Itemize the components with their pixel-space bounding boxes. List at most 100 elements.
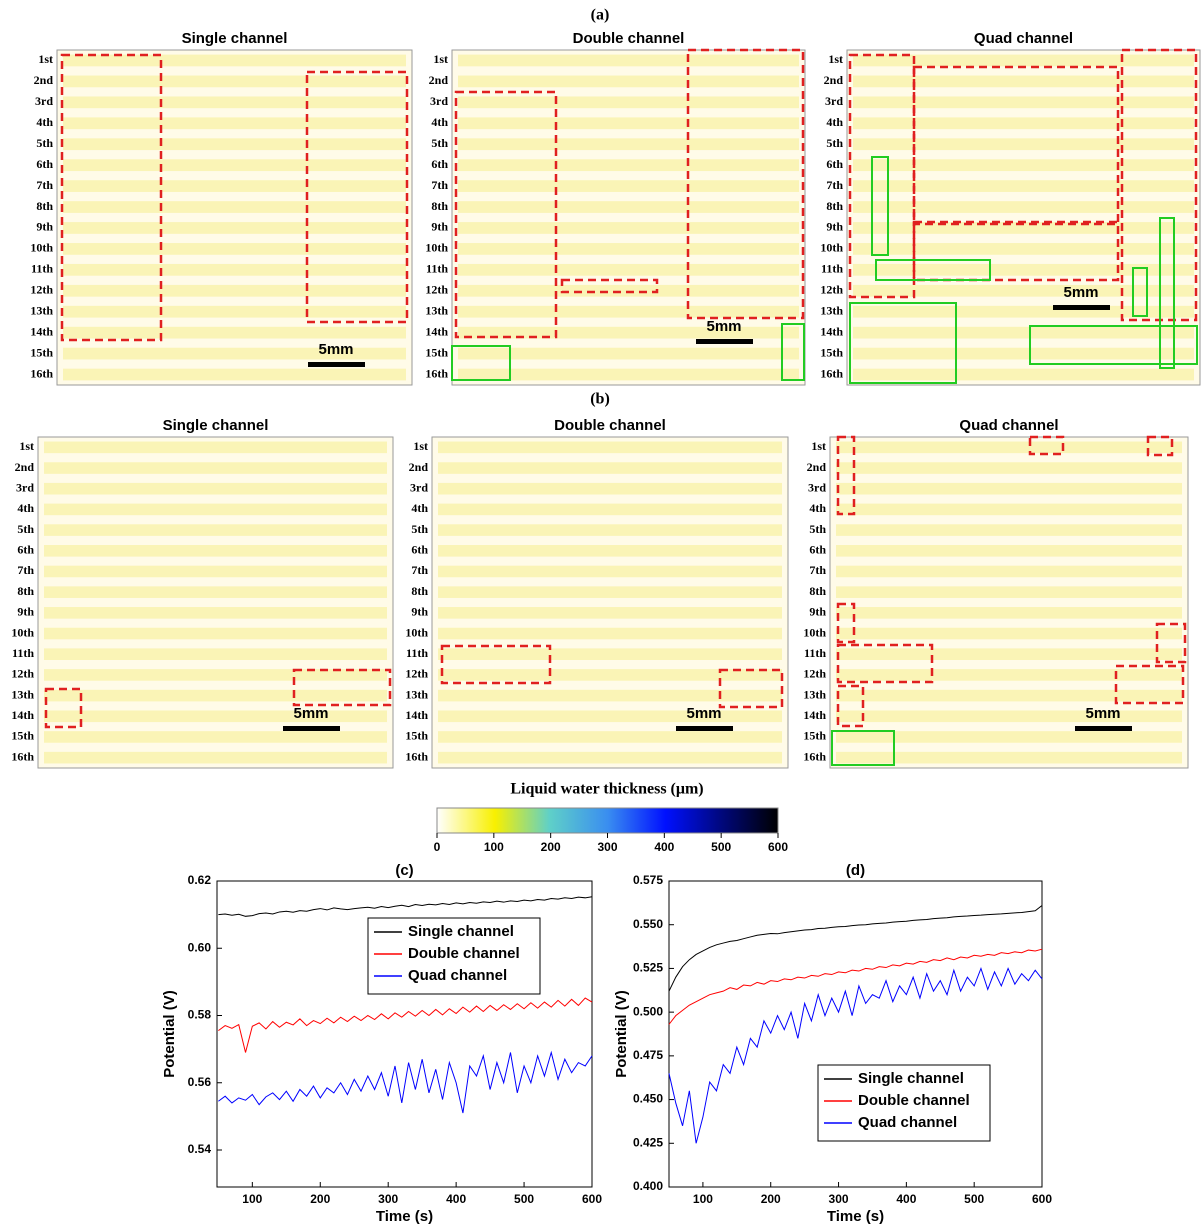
channel-stripe — [836, 586, 1182, 598]
channel-stripe — [836, 503, 1182, 516]
highlight-box — [836, 684, 865, 728]
channel-stripe — [44, 607, 387, 619]
channel-stripe — [458, 305, 799, 318]
channel-label: 14th — [405, 708, 428, 722]
legend-label: Quad channel — [408, 967, 507, 984]
image-title: Single channel — [163, 417, 269, 434]
scale-bar — [283, 726, 340, 731]
y-tick-label: 0.450 — [633, 1092, 663, 1106]
channel-stripe — [853, 284, 1194, 297]
channel-stripe — [853, 180, 1194, 192]
series-line — [668, 905, 1043, 992]
highlight-box — [305, 70, 409, 324]
channel-label: 15th — [803, 729, 826, 743]
channel-stripe — [44, 482, 387, 495]
colorbar-tick-label: 200 — [541, 840, 561, 854]
channel-label: 5th — [826, 136, 843, 150]
channel-label: 8th — [17, 584, 34, 598]
channel-stripe — [438, 607, 782, 619]
channel-label: 11th — [31, 262, 53, 276]
channel-stripe — [458, 347, 799, 360]
channel-stripe — [438, 648, 782, 661]
channel-label: 10th — [30, 241, 53, 255]
channel-label: 13th — [425, 303, 448, 317]
colorbar-tick-label: 500 — [711, 840, 731, 854]
channel-label: 11th — [821, 262, 843, 276]
highlight-box — [1132, 267, 1148, 317]
channel-label: 6th — [411, 543, 428, 557]
channel-label: 6th — [826, 157, 843, 171]
scale-bar-label: 5mm — [706, 318, 741, 335]
channel-label: 10th — [820, 241, 843, 255]
channel-label: 4th — [809, 501, 826, 515]
series-line — [668, 948, 1043, 1025]
channel-label: 12th — [803, 667, 826, 681]
highlight-box — [440, 644, 552, 685]
highlight-box — [1028, 435, 1065, 456]
channel-label: 15th — [405, 729, 428, 743]
channel-stripe — [44, 524, 387, 536]
plot-area — [668, 880, 1043, 1188]
x-tick-label: 300 — [378, 1192, 398, 1206]
channel-stripe — [44, 710, 387, 723]
channel-label: 9th — [17, 605, 34, 619]
highlight-box — [836, 435, 856, 516]
channel-label: 15th — [30, 345, 53, 359]
channel-stripe — [836, 710, 1182, 723]
channel-label: 12th — [425, 283, 448, 297]
channel-stripe — [853, 368, 1194, 381]
channel-stripe — [836, 524, 1182, 536]
channel-label: 6th — [431, 157, 448, 171]
channel-stripe — [853, 54, 1194, 67]
channel-stripe — [853, 263, 1194, 276]
channel-label: 12th — [405, 667, 428, 681]
channel-label: 2nd — [429, 73, 449, 87]
channel-label: 14th — [820, 324, 843, 338]
channel-label: 15th — [425, 345, 448, 359]
channel-stripe — [458, 201, 799, 213]
channel-stripe — [44, 648, 387, 661]
channel-label: 16th — [803, 749, 826, 763]
scale-bar-label: 5mm — [1063, 284, 1098, 301]
channel-stripe — [438, 503, 782, 516]
y-axis-label: Potential (V) — [161, 990, 178, 1078]
colorbar-tick-label: 300 — [597, 840, 617, 854]
y-tick-label: 0.500 — [633, 1004, 663, 1018]
highlight-box — [454, 90, 558, 339]
channel-label: 11th — [804, 646, 826, 660]
channel-stripe — [853, 222, 1194, 234]
scale-bar — [308, 362, 365, 367]
channel-label: 9th — [826, 220, 843, 234]
colorbar-tick-label: 600 — [768, 840, 788, 854]
channel-label: 16th — [820, 366, 843, 380]
highlight-box — [451, 345, 511, 381]
highlight-box — [849, 302, 957, 384]
channel-label: 7th — [411, 563, 428, 577]
channel-stripe — [458, 159, 799, 172]
x-tick-label: 400 — [446, 1192, 466, 1206]
legend — [367, 917, 541, 995]
y-tick-label: 0.56 — [188, 1075, 212, 1089]
channel-label: 11th — [426, 262, 448, 276]
highlight-box — [560, 278, 659, 294]
y-tick-label: 0.400 — [633, 1179, 663, 1193]
channel-label: 7th — [36, 178, 53, 192]
legend-label: Double channel — [858, 1092, 970, 1109]
chart-title: (d) — [846, 862, 865, 879]
channel-label: 10th — [803, 625, 826, 639]
channel-stripe — [44, 586, 387, 598]
channel-label: 4th — [17, 501, 34, 515]
chart-title: (c) — [395, 862, 413, 879]
colorbar-tick-label: 400 — [654, 840, 674, 854]
highlight-box — [831, 730, 895, 766]
colorbar-title: Liquid water thickness (μm) — [510, 781, 703, 798]
channel-stripe — [438, 689, 782, 702]
channel-stripe — [836, 544, 1182, 557]
channel-label: 15th — [11, 729, 34, 743]
channel-stripe — [44, 441, 387, 454]
channel-stripe — [44, 565, 387, 578]
plot-area — [216, 880, 593, 1188]
channel-stripe — [63, 54, 406, 67]
channel-label: 6th — [17, 543, 34, 557]
channel-label: 1st — [38, 52, 53, 66]
